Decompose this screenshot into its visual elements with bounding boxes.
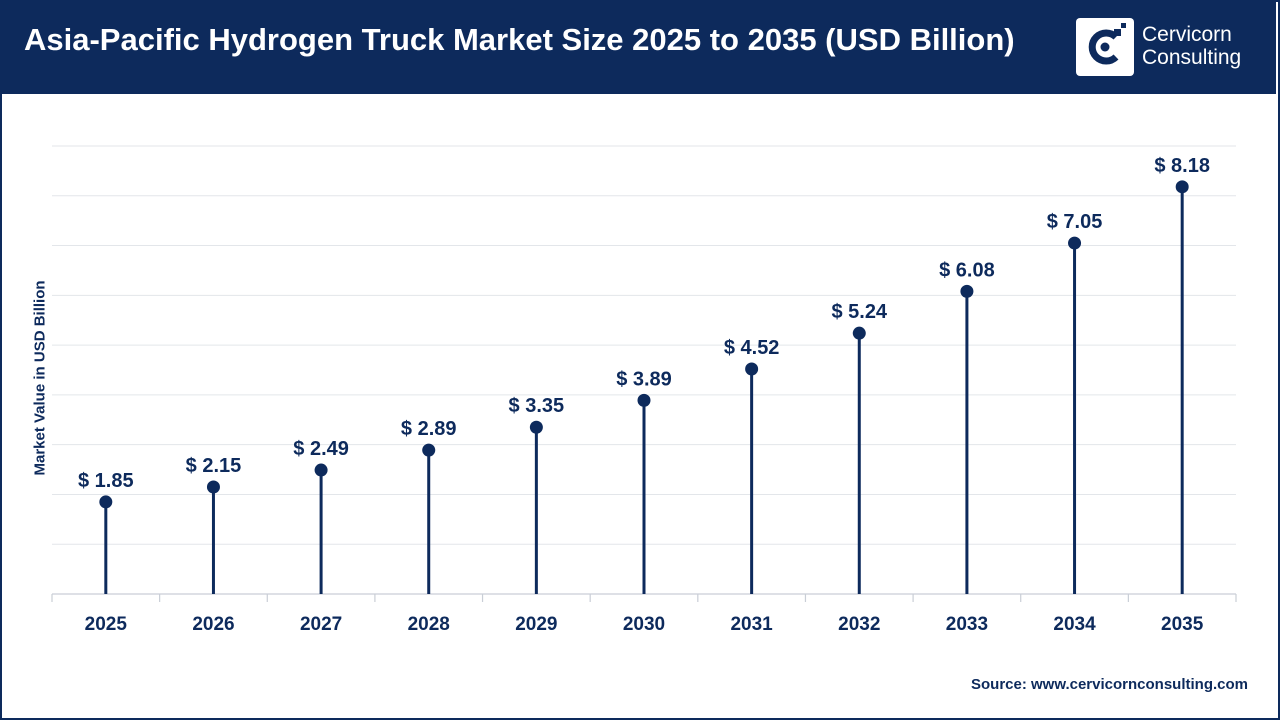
data-label: $ 1.85	[78, 470, 134, 492]
x-tick-label: 2032	[838, 614, 880, 635]
x-tick-label: 2027	[300, 614, 342, 635]
logo-icon	[1076, 18, 1134, 76]
lollipop-point	[852, 326, 866, 340]
logo-line-2: Consulting	[1142, 46, 1242, 69]
lollipop-point	[206, 480, 220, 494]
company-logo: Cervicorn Consulting	[1076, 18, 1256, 76]
data-label: $ 4.52	[724, 337, 780, 359]
data-label: $ 2.49	[293, 438, 349, 460]
logo-text: Cervicorn Consulting	[1142, 23, 1241, 69]
data-label: $ 5.24	[831, 301, 887, 323]
lollipop-point	[745, 362, 759, 376]
data-label: $ 3.35	[509, 395, 565, 417]
x-tick-label: 2035	[1161, 614, 1204, 635]
header-bar: Asia-Pacific Hydrogen Truck Market Size …	[0, 0, 1276, 94]
x-tick-label: 2030	[623, 614, 665, 635]
x-tick-label: 2026	[192, 614, 234, 635]
data-label: $ 3.89	[616, 368, 672, 390]
x-tick-label: 2033	[946, 614, 988, 635]
lollipop-point	[422, 443, 436, 457]
x-tick-label: 2031	[730, 614, 773, 635]
data-label: $ 8.18	[1154, 155, 1210, 177]
chart-title: Asia-Pacific Hydrogen Truck Market Size …	[24, 22, 1015, 57]
lollipop-point	[960, 284, 974, 298]
data-label: $ 6.08	[939, 259, 995, 281]
lollipop-point	[1068, 236, 1082, 250]
lollipop-point	[1175, 180, 1189, 194]
logo-line-1: Cervicorn	[1142, 23, 1232, 46]
lollipop-chart: $ 1.85 2025 $ 2.15 2026 $ 2.49 2027 $ 2.89 2028…	[51, 145, 1237, 635]
lollipop-point	[529, 420, 543, 434]
data-label: $ 2.15	[186, 455, 242, 477]
lollipop-point	[314, 463, 328, 477]
x-tick-label: 2025	[85, 614, 128, 635]
x-tick-label: 2034	[1053, 614, 1096, 635]
lollipop-point	[637, 393, 651, 407]
source-note: Source: www.cervicornconsulting.com	[970, 676, 1248, 693]
y-axis-label: Market Value in USD Billion	[31, 280, 49, 476]
data-label: $ 7.05	[1047, 211, 1103, 233]
x-tick-label: 2028	[408, 614, 450, 635]
x-tick-label: 2029	[515, 614, 557, 635]
lollipop-point	[99, 495, 113, 509]
data-label: $ 2.89	[401, 418, 457, 440]
